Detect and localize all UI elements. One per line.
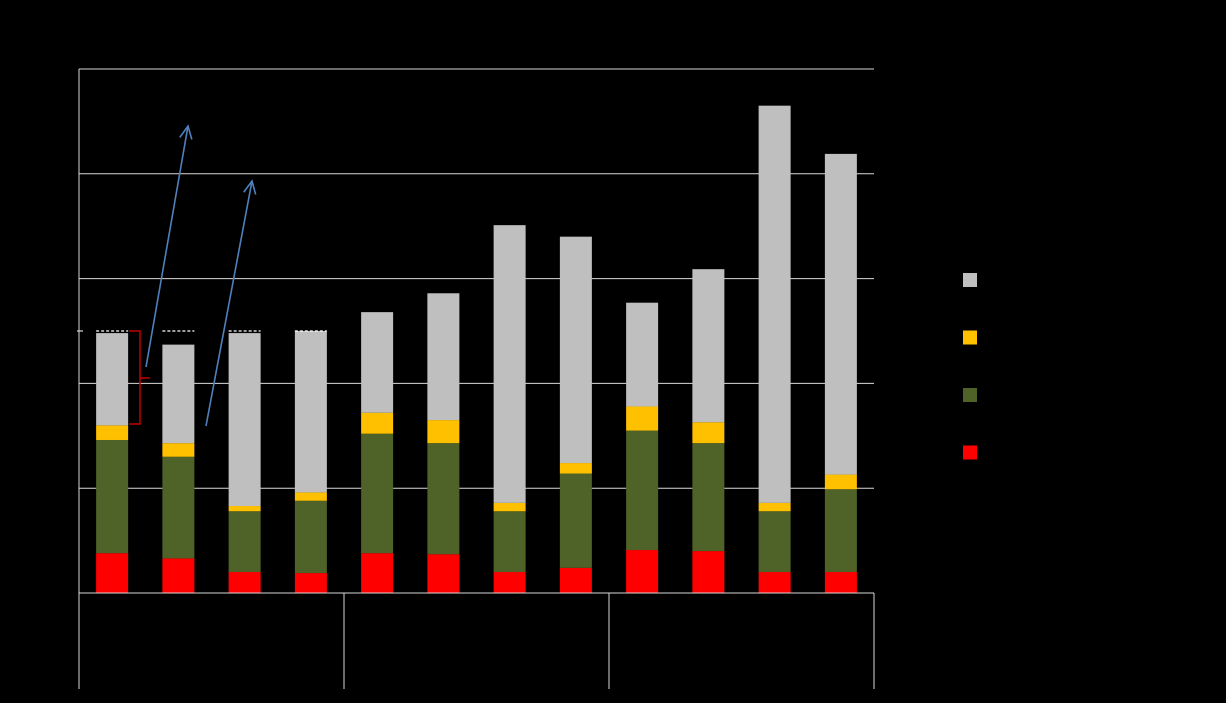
- bar-stack: [228, 333, 261, 593]
- gridlines: [79, 68, 874, 489]
- bar-segment-series-3: [692, 422, 725, 444]
- bar-stack: [626, 302, 659, 593]
- bar-stack: [559, 236, 592, 593]
- legend-swatch: [963, 445, 977, 460]
- bar-stack: [162, 344, 195, 593]
- bar-segment-series-3: [361, 412, 394, 434]
- bar-stack: [96, 333, 129, 593]
- bar-segment-series-1: [692, 551, 725, 593]
- bar-segment-series-2: [162, 456, 195, 559]
- bars: [96, 105, 857, 593]
- bar-stack: [294, 331, 327, 593]
- bar-segment-series-4: [626, 302, 659, 407]
- axes: [78, 68, 875, 689]
- bar-segment-series-3: [559, 463, 592, 474]
- bar-segment-series-3: [493, 502, 526, 512]
- bar-segment-series-4: [228, 333, 261, 507]
- bar-segment-series-2: [824, 489, 857, 573]
- bar-stack: [824, 153, 857, 593]
- bar-segment-series-1: [162, 558, 195, 593]
- bar-segment-series-1: [493, 572, 526, 593]
- legend-swatch: [963, 388, 977, 402]
- bar-segment-series-4: [559, 236, 592, 464]
- bar-segment-series-1: [559, 567, 592, 593]
- bar-segment-series-4: [427, 293, 460, 421]
- bar-segment-series-1: [758, 572, 791, 593]
- bar-segment-series-2: [559, 473, 592, 568]
- bar-segment-series-2: [361, 433, 394, 554]
- bar-segment-series-3: [294, 492, 327, 501]
- bar-segment-series-2: [96, 439, 129, 554]
- bar-stack: [758, 105, 791, 593]
- bar-segment-series-2: [626, 430, 659, 551]
- bar-segment-series-1: [228, 572, 261, 593]
- bar-stack: [493, 225, 526, 593]
- bar-segment-series-1: [361, 553, 394, 593]
- bar-segment-series-2: [228, 511, 261, 573]
- bar-segment-series-1: [824, 572, 857, 593]
- bar-segment-series-3: [228, 506, 261, 512]
- bar-segment-series-3: [824, 474, 857, 490]
- bar-segment-series-3: [626, 406, 659, 431]
- legend: [963, 273, 977, 460]
- annotation-arrow-2: [205, 179, 257, 427]
- annotation-brace: [129, 330, 150, 425]
- bar-stack: [692, 269, 725, 593]
- legend-swatch: [963, 330, 977, 345]
- bar-segment-series-2: [294, 500, 327, 574]
- bar-segment-series-1: [96, 553, 129, 593]
- bar-segment-series-4: [162, 344, 195, 444]
- bar-segment-series-2: [493, 511, 526, 573]
- bar-segment-series-4: [361, 312, 394, 413]
- bar-stack: [427, 293, 460, 593]
- bar-segment-series-4: [824, 153, 857, 475]
- bar-segment-series-3: [162, 443, 195, 457]
- annotations: [129, 124, 257, 427]
- bar-segment-series-3: [758, 502, 791, 512]
- bar-stack: [361, 312, 394, 593]
- bar-segment-series-4: [692, 269, 725, 423]
- bar-segment-series-4: [493, 225, 526, 503]
- bar-segment-series-2: [692, 443, 725, 552]
- bar-segment-series-1: [294, 573, 327, 593]
- bar-segment-series-1: [626, 550, 659, 593]
- legend-swatch: [963, 273, 977, 287]
- bar-segment-series-4: [758, 105, 791, 503]
- bar-segment-series-4: [294, 331, 327, 493]
- bar-segment-series-2: [427, 443, 460, 555]
- bar-segment-series-3: [427, 420, 460, 444]
- bar-segment-series-1: [427, 554, 460, 593]
- bar-segment-series-3: [96, 425, 129, 440]
- bar-segment-series-4: [96, 333, 129, 426]
- annotation-arrow-1: [145, 124, 193, 368]
- bar-segment-series-2: [758, 511, 791, 573]
